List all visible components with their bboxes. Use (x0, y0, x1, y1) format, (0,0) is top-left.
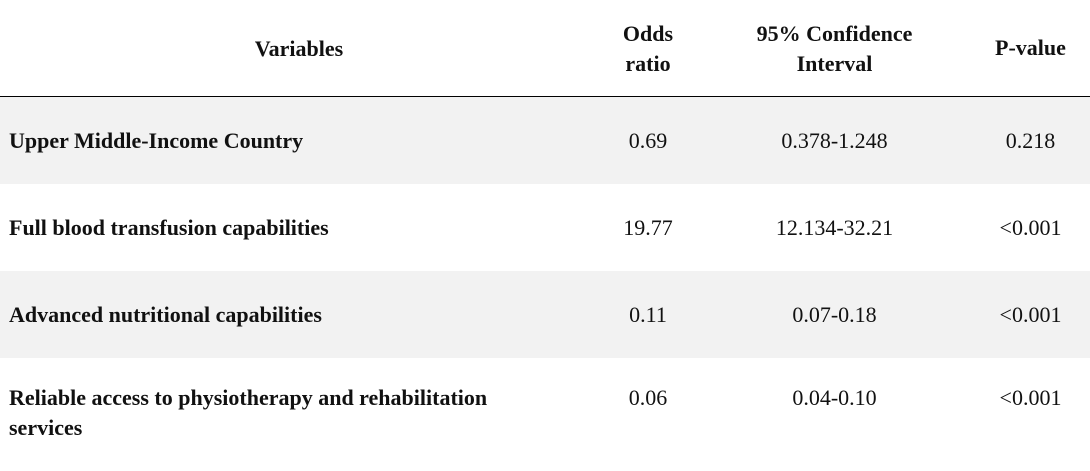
variable-line1: Reliable access to physiotherapy and reh… (9, 385, 487, 410)
p-value-cell: <0.001 (971, 358, 1090, 471)
variable-cell: Full blood transfusion capabilities (0, 184, 598, 271)
odds-ratio-cell: 19.77 (598, 184, 698, 271)
table-row: Full blood transfusion capabilities 19.7… (0, 184, 1090, 271)
ci-cell: 0.378-1.248 (698, 97, 971, 185)
ci-cell: 12.134-32.21 (698, 184, 971, 271)
p-value-cell: <0.001 (971, 184, 1090, 271)
header-odds-ratio-line2: ratio (625, 51, 670, 76)
table-row: Advanced nutritional capabilities 0.11 0… (0, 271, 1090, 358)
table-row: Upper Middle-Income Country 0.69 0.378-1… (0, 97, 1090, 185)
variable-cell: Reliable access to physiotherapy and reh… (0, 358, 598, 471)
header-odds-ratio-line1: Odds (623, 21, 673, 46)
header-ci-line1: 95% Confidence (757, 21, 913, 46)
table-header: Variables Odds ratio 95% Confidence Inte… (0, 0, 1090, 97)
variable-cell: Upper Middle-Income Country (0, 97, 598, 185)
odds-ratio-cell: 0.11 (598, 271, 698, 358)
header-variables: Variables (0, 0, 598, 97)
header-p-value: P-value (971, 0, 1090, 97)
p-value-cell: 0.218 (971, 97, 1090, 185)
odds-ratio-cell: 0.06 (598, 358, 698, 471)
variable-cell: Advanced nutritional capabilities (0, 271, 598, 358)
p-value-cell: <0.001 (971, 271, 1090, 358)
table-row: Reliable access to physiotherapy and reh… (0, 358, 1090, 471)
variable-line2: services (9, 415, 82, 440)
ci-cell: 0.07-0.18 (698, 271, 971, 358)
header-confidence-interval: 95% Confidence Interval (698, 0, 971, 97)
table-body: Upper Middle-Income Country 0.69 0.378-1… (0, 97, 1090, 471)
header-odds-ratio: Odds ratio (598, 0, 698, 97)
header-row: Variables Odds ratio 95% Confidence Inte… (0, 0, 1090, 97)
header-ci-line2: Interval (797, 51, 873, 76)
odds-ratio-cell: 0.69 (598, 97, 698, 185)
ci-cell: 0.04-0.10 (698, 358, 971, 471)
